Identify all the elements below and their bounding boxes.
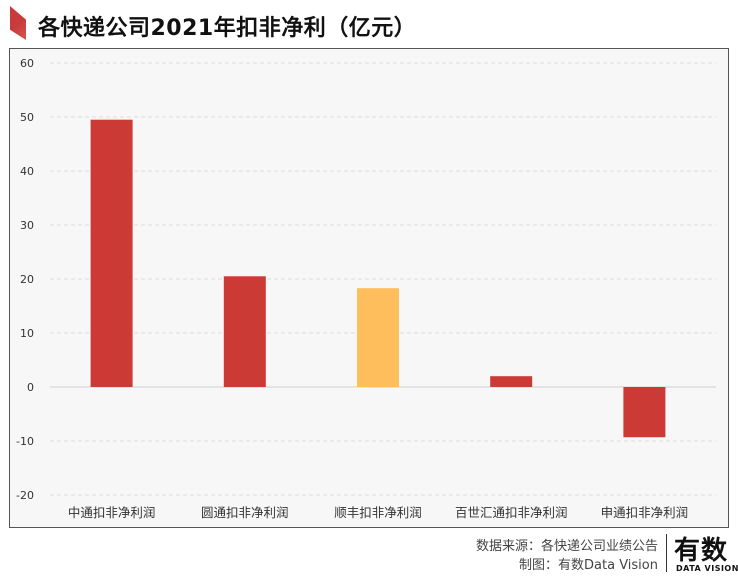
y-tick-label: 40 bbox=[20, 165, 34, 178]
bar bbox=[490, 376, 533, 387]
x-category-label: 顺丰扣非净利润 bbox=[334, 505, 422, 520]
chart-maker-note: 制图：有数Data Vision bbox=[519, 558, 658, 573]
y-tick-label: 50 bbox=[20, 111, 34, 124]
bar bbox=[623, 387, 666, 438]
page-title: 各快递公司2021年扣非净利（亿元） bbox=[38, 16, 417, 41]
x-category-label: 申通扣非净利润 bbox=[601, 505, 689, 520]
title-accent-icon bbox=[10, 6, 26, 40]
bar bbox=[90, 119, 133, 387]
y-tick-label: 10 bbox=[20, 327, 34, 340]
brand-logo-subtitle: DATA VISION bbox=[676, 564, 738, 573]
bar bbox=[357, 288, 399, 387]
y-tick-label: 0 bbox=[27, 381, 34, 394]
bar-chart: 60 50 40 30 20 10 0 -10 -20 中通扣非净利润 圆通扣非净利润 顺丰扣非净利润… bbox=[16, 57, 716, 520]
bar bbox=[223, 276, 266, 387]
y-tick-label: -10 bbox=[16, 435, 34, 448]
y-tick-label: 30 bbox=[20, 219, 34, 232]
chart-frame: 60 50 40 30 20 10 0 -10 -20 中通扣非净利润 圆通扣非净利润 顺丰扣非净利润… bbox=[9, 48, 729, 528]
logo-divider bbox=[666, 534, 667, 572]
brand-logo: 有数 bbox=[674, 536, 729, 566]
x-category-label: 中通扣非净利润 bbox=[68, 505, 156, 520]
x-category-label: 百世汇通扣非净利润 bbox=[455, 505, 568, 520]
title-bar: 各快递公司2021年扣非净利（亿元） bbox=[0, 0, 738, 48]
x-category-label: 圆通扣非净利润 bbox=[201, 505, 289, 520]
y-tick-label: 60 bbox=[20, 57, 34, 70]
y-tick-label: -20 bbox=[16, 489, 34, 502]
y-tick-label: 20 bbox=[20, 273, 34, 286]
data-source-note: 数据来源：各快递公司业绩公告 bbox=[475, 539, 658, 554]
